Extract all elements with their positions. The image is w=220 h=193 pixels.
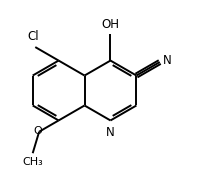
Text: N: N <box>106 126 115 139</box>
Text: N: N <box>163 54 172 67</box>
Text: O: O <box>33 126 42 136</box>
Text: OH: OH <box>101 18 119 31</box>
Text: Cl: Cl <box>27 30 39 43</box>
Text: CH₃: CH₃ <box>22 157 43 167</box>
